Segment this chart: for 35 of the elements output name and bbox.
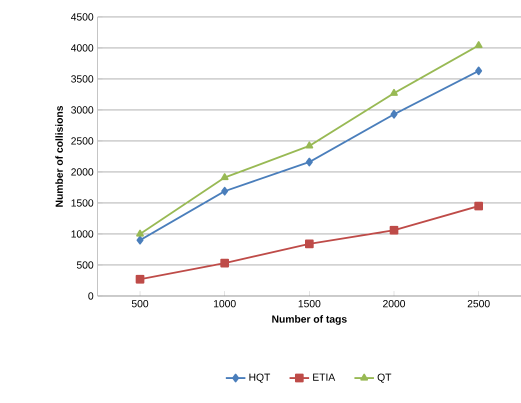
point [390, 226, 398, 234]
x-tick-label: 2500 [468, 300, 490, 308]
x-tick-label: 2000 [383, 300, 406, 308]
x-tick-label: 1500 [298, 300, 320, 308]
point [136, 229, 144, 236]
point [306, 157, 313, 166]
y-tick-label: 2500 [71, 137, 94, 144]
point [220, 172, 229, 180]
point [390, 88, 398, 96]
y-tick-label: 3500 [71, 75, 94, 82]
y-axis-title: Number of collisions [55, 106, 63, 206]
legend-label: ETIA [313, 373, 336, 380]
point [136, 236, 144, 244]
y-tick-label: 4500 [70, 13, 94, 20]
y-tick-label: 4000 [70, 44, 94, 52]
point [220, 258, 230, 268]
legend-label: QT [378, 373, 392, 382]
point [221, 186, 228, 196]
x-axis-title: Number of tags [272, 314, 347, 325]
point [474, 202, 484, 210]
y-tick-label: 1000 [72, 230, 94, 238]
y-tick-label: 0 [88, 292, 94, 300]
point [390, 110, 398, 118]
y-tick-label: 1500 [72, 199, 94, 206]
y-tick-label: 3000 [71, 106, 94, 114]
point [305, 141, 314, 148]
point [474, 40, 483, 48]
y-tick-label: 500 [76, 261, 94, 268]
point [475, 66, 482, 76]
x-tick-label: 500 [132, 300, 148, 308]
legend-label: HQT [249, 373, 270, 382]
x-tick-label: 1000 [214, 300, 236, 308]
point [304, 239, 314, 248]
y-tick-label: 2000 [71, 168, 94, 176]
point [136, 274, 144, 284]
